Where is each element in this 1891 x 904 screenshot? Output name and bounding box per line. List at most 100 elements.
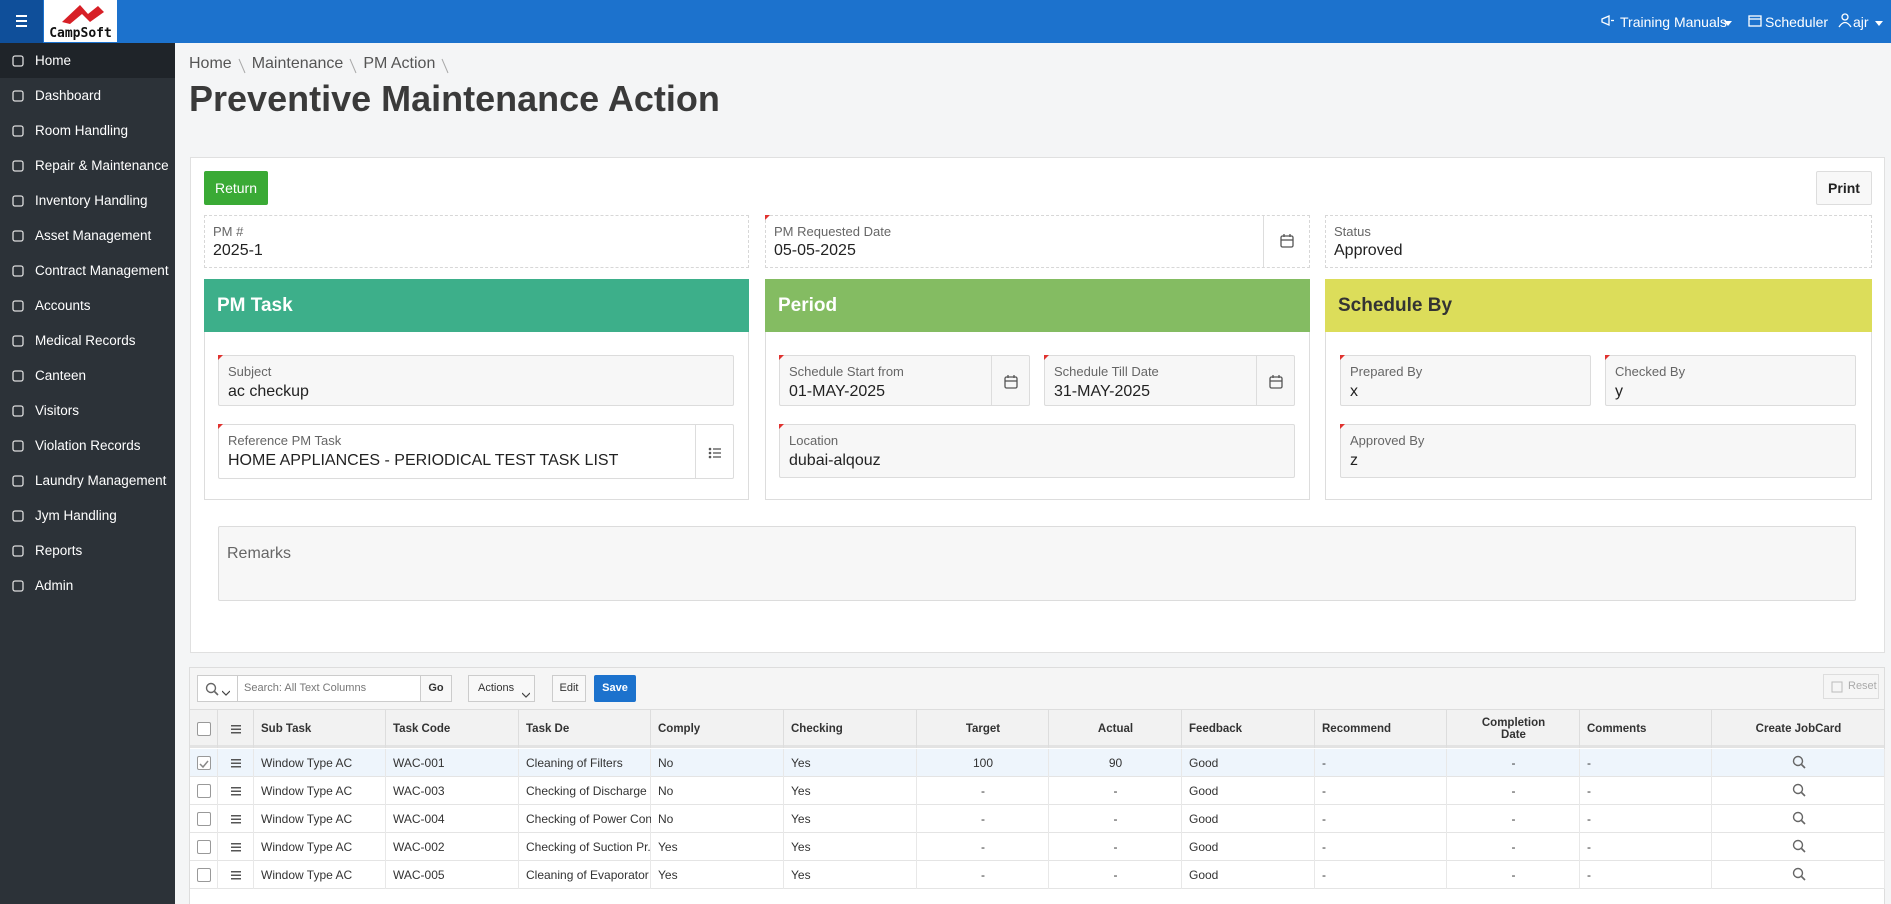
- sidebar-icon-svg: [10, 508, 26, 524]
- calendar-icon[interactable]: [1267, 373, 1285, 391]
- return-button[interactable]: Return: [204, 171, 268, 205]
- column-header[interactable]: Create JobCard: [1712, 710, 1885, 748]
- sidebar-icon: [10, 53, 26, 69]
- top-field[interactable]: PM #2025-1: [204, 215, 749, 268]
- column-header-text: Task Code: [393, 723, 450, 735]
- save-button[interactable]: Save: [594, 675, 636, 702]
- panel-field[interactable]: Schedule Till Date31-MAY-2025: [1044, 355, 1295, 406]
- create-jobcard-icon[interactable]: [1791, 782, 1807, 798]
- calendar-icon[interactable]: [1278, 232, 1296, 250]
- column-header[interactable]: Comments: [1580, 710, 1712, 748]
- column-header[interactable]: Task De: [519, 710, 651, 748]
- column-header[interactable]: Sub Task: [254, 710, 386, 748]
- panel-field[interactable]: Prepared Byx: [1340, 355, 1591, 406]
- print-button[interactable]: Print: [1816, 171, 1872, 205]
- panel-field[interactable]: Subjectac checkup: [218, 355, 734, 406]
- row-checkbox[interactable]: [197, 868, 211, 882]
- actions-menu[interactable]: Actions: [468, 675, 535, 702]
- top-field[interactable]: StatusApproved: [1325, 215, 1872, 268]
- caret-svg: [1875, 20, 1883, 28]
- create-jobcard-icon-svg: [1791, 838, 1807, 854]
- sidebar-item[interactable]: Laundry Management: [0, 463, 175, 498]
- create-jobcard-icon[interactable]: [1791, 838, 1807, 854]
- create-jobcard-icon[interactable]: [1791, 810, 1807, 826]
- sidebar-item[interactable]: Medical Records: [0, 323, 175, 358]
- field-value: Approved: [1334, 242, 1403, 262]
- sidebar-item[interactable]: Jym Handling: [0, 498, 175, 533]
- panel-field[interactable]: Checked Byy: [1605, 355, 1856, 406]
- grid-cell: Cleaning of Evaporator: [519, 861, 651, 889]
- grid-cell: -: [1447, 749, 1580, 777]
- sidebar-icon: [10, 438, 26, 454]
- row-checkbox[interactable]: [197, 784, 211, 798]
- sidebar-item[interactable]: Dashboard: [0, 78, 175, 113]
- row-checkbox[interactable]: [197, 812, 211, 826]
- sidebar-item[interactable]: Home: [0, 43, 175, 78]
- breadcrumb-item[interactable]: Home: [189, 55, 232, 75]
- grid-cell: -: [1447, 805, 1580, 833]
- menu-toggle[interactable]: [0, 0, 43, 43]
- column-header[interactable]: Comply: [651, 710, 784, 748]
- top-field[interactable]: PM Requested Date05-05-2025: [765, 215, 1310, 268]
- scheduler-icon-svg: [1747, 13, 1763, 29]
- grid-cell: -: [1315, 861, 1447, 889]
- sidebar-item[interactable]: Violation Records: [0, 428, 175, 463]
- column-header[interactable]: Feedback: [1182, 710, 1315, 748]
- grid-cell: -: [917, 777, 1049, 805]
- sidebar-item[interactable]: Admin: [0, 568, 175, 603]
- sidebar-icon: [10, 368, 26, 384]
- top-link[interactable]: ajr: [1853, 12, 1869, 32]
- sidebar-label: Violation Records: [35, 428, 175, 463]
- column-header-text: Recommend: [1322, 723, 1391, 735]
- grid-cell: -: [1580, 805, 1712, 833]
- sidebar-icon: [10, 123, 26, 139]
- column-header[interactable]: Target: [917, 710, 1049, 748]
- breadcrumb-sep: [441, 55, 449, 75]
- sidebar-item[interactable]: Visitors: [0, 393, 175, 428]
- sidebar-item[interactable]: Reports: [0, 533, 175, 568]
- calendar-icon-svg: [1002, 373, 1020, 391]
- panel-field[interactable]: Schedule Start from01-MAY-2025: [779, 355, 1030, 406]
- sep: [238, 55, 246, 75]
- divider: [1263, 216, 1264, 267]
- breadcrumb-item[interactable]: Maintenance: [252, 55, 344, 75]
- calendar-icon[interactable]: [1002, 373, 1020, 391]
- column-header[interactable]: Completion Date: [1447, 710, 1580, 748]
- go-button[interactable]: Go: [420, 675, 452, 702]
- breadcrumb-sep: [349, 55, 357, 75]
- sidebar-icon-svg: [10, 438, 26, 454]
- reset-button[interactable]: Reset: [1823, 674, 1879, 699]
- top-link[interactable]: Scheduler: [1765, 12, 1828, 32]
- column-header-text: Sub Task: [261, 723, 311, 735]
- panel-field[interactable]: Locationdubai-alqouz: [779, 424, 1295, 478]
- create-jobcard-icon[interactable]: [1791, 866, 1807, 882]
- sidebar-item[interactable]: Canteen: [0, 358, 175, 393]
- sidebar-item[interactable]: Accounts: [0, 288, 175, 323]
- column-header[interactable]: Recommend: [1315, 710, 1447, 748]
- panel-field[interactable]: Approved Byz: [1340, 424, 1856, 478]
- sidebar-item[interactable]: Contract Management: [0, 253, 175, 288]
- breadcrumb-item[interactable]: PM Action: [363, 55, 435, 75]
- create-jobcard-icon[interactable]: [1791, 754, 1807, 770]
- sidebar-item[interactable]: Room Handling: [0, 113, 175, 148]
- top-link[interactable]: Training Manuals: [1620, 12, 1727, 32]
- row-checkbox[interactable]: [197, 840, 211, 854]
- search-box[interactable]: Search: All Text Columns: [197, 675, 440, 702]
- row-checkbox[interactable]: [197, 722, 211, 736]
- list-icon[interactable]: [706, 444, 724, 462]
- edit-button[interactable]: Edit: [552, 675, 586, 702]
- grid-cell: 90: [1049, 749, 1182, 777]
- logo[interactable]: CampSoft: [44, 0, 117, 42]
- row-checkbox[interactable]: [197, 756, 211, 770]
- remarks-field[interactable]: Remarks: [218, 526, 1856, 601]
- panel-field[interactable]: Reference PM TaskHOME APPLIANCES - PERIO…: [218, 424, 734, 479]
- column-header[interactable]: Actual: [1049, 710, 1182, 748]
- sidebar-item[interactable]: Repair & Maintenance: [0, 148, 175, 183]
- column-header[interactable]: Checking: [784, 710, 917, 748]
- column-header[interactable]: Task Code: [386, 710, 519, 748]
- sidebar-item[interactable]: Asset Management: [0, 218, 175, 253]
- grid-cell: -: [1580, 861, 1712, 889]
- grid-cell: WAC-005: [386, 861, 519, 889]
- sidebar-item[interactable]: Inventory Handling: [0, 183, 175, 218]
